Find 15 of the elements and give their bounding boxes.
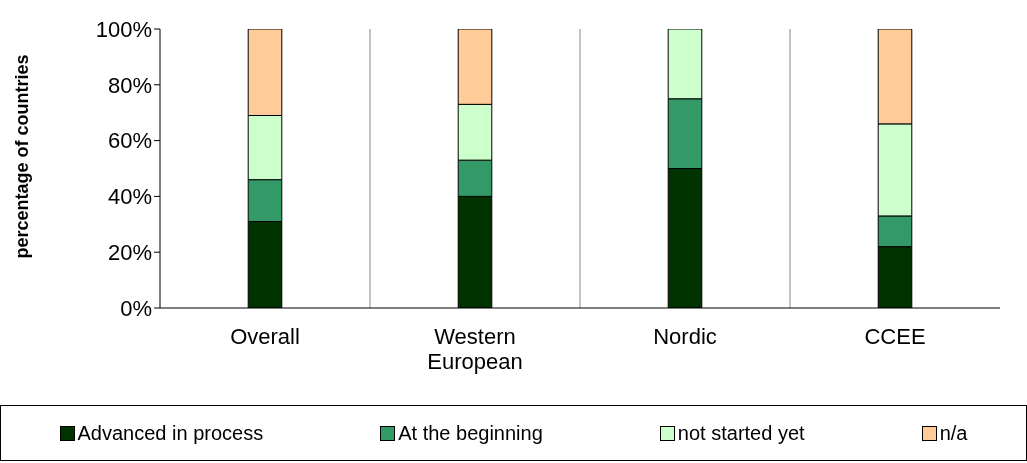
x-tick-label: Western European	[427, 323, 523, 375]
y-axis-title: percentage of countries	[12, 54, 33, 259]
legend-label: not started yet	[677, 421, 805, 445]
y-tick-label: 40%	[107, 184, 152, 210]
x-tick-label: Nordic	[653, 323, 717, 349]
y-tick-label: 60%	[107, 128, 152, 154]
y-tick-label: 100%	[95, 16, 152, 42]
x-tick-label: CCEE	[864, 323, 926, 349]
y-tick-label: 20%	[107, 240, 152, 266]
legend-label: At the beginning	[398, 421, 543, 445]
legend-label: n/a	[939, 421, 968, 445]
y-tick-label: 80%	[107, 72, 152, 98]
y-tick-label: 0%	[120, 295, 152, 321]
x-tick-label: Overall	[230, 323, 300, 349]
legend-label: Advanced in process	[77, 421, 264, 445]
